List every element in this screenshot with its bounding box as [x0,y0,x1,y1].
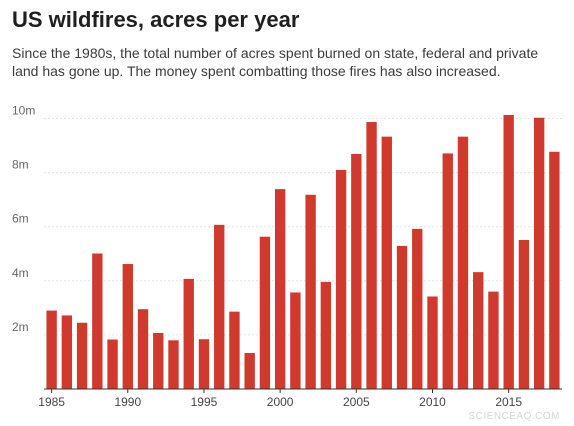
bar-2011 [442,153,453,389]
bar-1997 [229,311,240,389]
bar-2002 [305,194,316,389]
bar-1999 [259,236,271,389]
bar-2001 [290,292,301,389]
bar-2012 [457,136,469,389]
watermark: SCIENCEAQ.COM [468,411,560,422]
bar-2017 [533,117,545,390]
y-tick-label: 2m [12,320,29,334]
bar-1996 [214,224,225,389]
bar-2006 [366,122,377,389]
x-tick-label: 2005 [343,395,370,409]
bar-2009 [412,228,423,389]
bar-2005 [351,153,362,389]
bar-1985 [46,310,57,389]
bar-2003 [320,281,332,389]
chart-subtitle: Since the 1980s, the total number of acr… [12,45,539,79]
bar-1994 [183,278,194,389]
bar-1998 [244,353,255,389]
bar-2000 [274,189,286,389]
bars [46,115,560,390]
y-tick-label: 4m [12,266,29,280]
bar-2015 [503,115,514,389]
x-tick-label: 2010 [419,395,446,409]
x-tick-label: 1990 [114,395,141,409]
x-tick-label: 2015 [495,395,522,409]
bar-2008 [396,245,408,389]
bar-1987 [76,322,88,389]
bar-1995 [198,339,210,389]
bar-1991 [137,309,149,389]
x-axis-labels: 1985 1990 1995 2000 2005 2010 2015 [38,389,522,409]
bar-1993 [168,340,179,389]
bar-2014 [488,291,499,389]
y-tick-label: 10m [12,104,35,118]
bar-1990 [122,264,133,389]
x-tick-label: 2000 [267,395,294,409]
bar-2018 [549,151,560,389]
bar-2004 [335,169,347,389]
gridlines [44,118,562,336]
y-tick-label: 6m [12,212,29,226]
bar-1986 [61,315,73,389]
y-tick-label: 8m [12,158,29,172]
bar-1992 [153,333,164,389]
bar-2013 [473,272,484,389]
y-axis-labels: 2m 4m 6m 8m 10m [12,104,35,334]
x-tick-label: 1985 [38,395,65,409]
x-tick-label: 1995 [191,395,218,409]
chart-title: US wildfires, acres per year [12,7,300,32]
bar-1989 [107,339,118,389]
bar-2016 [518,239,530,389]
bar-2007 [381,136,392,389]
bar-1988 [92,253,103,389]
bar-2010 [427,296,438,389]
